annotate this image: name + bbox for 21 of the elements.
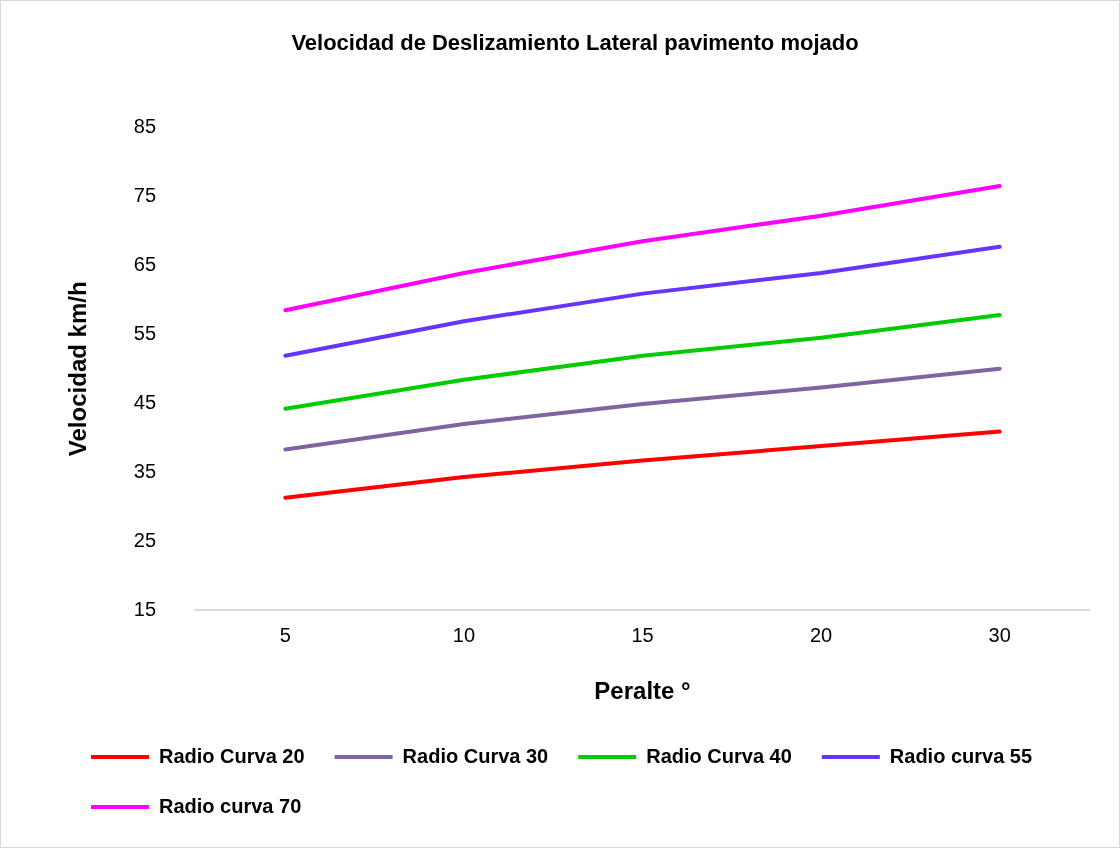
y-tick-label: 85 [133,114,157,137]
y-tick-label: 45 [133,390,157,413]
legend-label: Radio curva 70 [159,794,302,817]
y-tick-label: 35 [133,459,157,482]
legend-label: Radio Curva 20 [159,744,305,767]
y-axis-title: Velocidad km/h [64,281,92,457]
chart-title: Velocidad de Deslizamiento Lateral pavimento mojado [291,30,859,56]
x-tick-label: 30 [988,623,1011,646]
x-axis-title: Peralte ° [594,677,691,705]
y-tick-label: 15 [133,597,157,620]
y-tick-label: 65 [133,252,157,275]
legend-label: Radio Curva 40 [646,744,792,767]
y-tick-label: 25 [133,528,157,551]
y-tick-label: 55 [133,321,157,344]
x-tick-label: 5 [279,623,291,646]
y-tick-label: 75 [133,183,157,206]
legend-label: Radio curva 55 [889,744,1033,767]
x-tick-label: 10 [452,623,476,646]
legend-label: Radio Curva 30 [402,744,549,767]
x-tick-label: 20 [809,623,833,646]
x-tick-label: 15 [631,623,654,646]
